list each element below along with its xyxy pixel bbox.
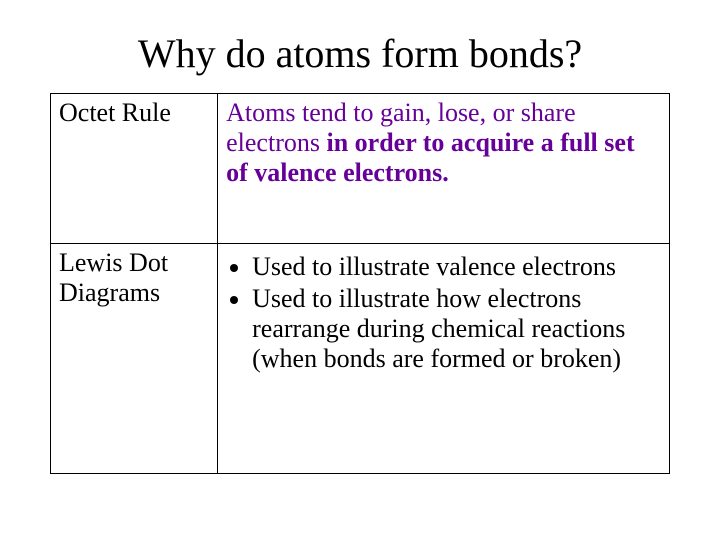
table-row: Octet Rule Atoms tend to gain, lose, or … (51, 94, 670, 244)
table-row: Lewis Dot Diagrams Used to illustrate va… (51, 244, 670, 474)
definitions-table: Octet Rule Atoms tend to gain, lose, or … (50, 93, 670, 474)
definition-cell: Used to illustrate valence electrons Use… (218, 244, 670, 474)
term-cell: Lewis Dot Diagrams (51, 244, 218, 474)
term-cell: Octet Rule (51, 94, 218, 244)
page-title: Why do atoms form bonds? (50, 30, 670, 77)
bullet-list: Used to illustrate valence electrons Use… (226, 252, 661, 374)
definition-cell: Atoms tend to gain, lose, or share elect… (218, 94, 670, 244)
list-item: Used to illustrate valence electrons (252, 252, 661, 282)
slide: Why do atoms form bonds? Octet Rule Atom… (0, 0, 720, 540)
list-item: Used to illustrate how electrons rearran… (252, 284, 661, 374)
